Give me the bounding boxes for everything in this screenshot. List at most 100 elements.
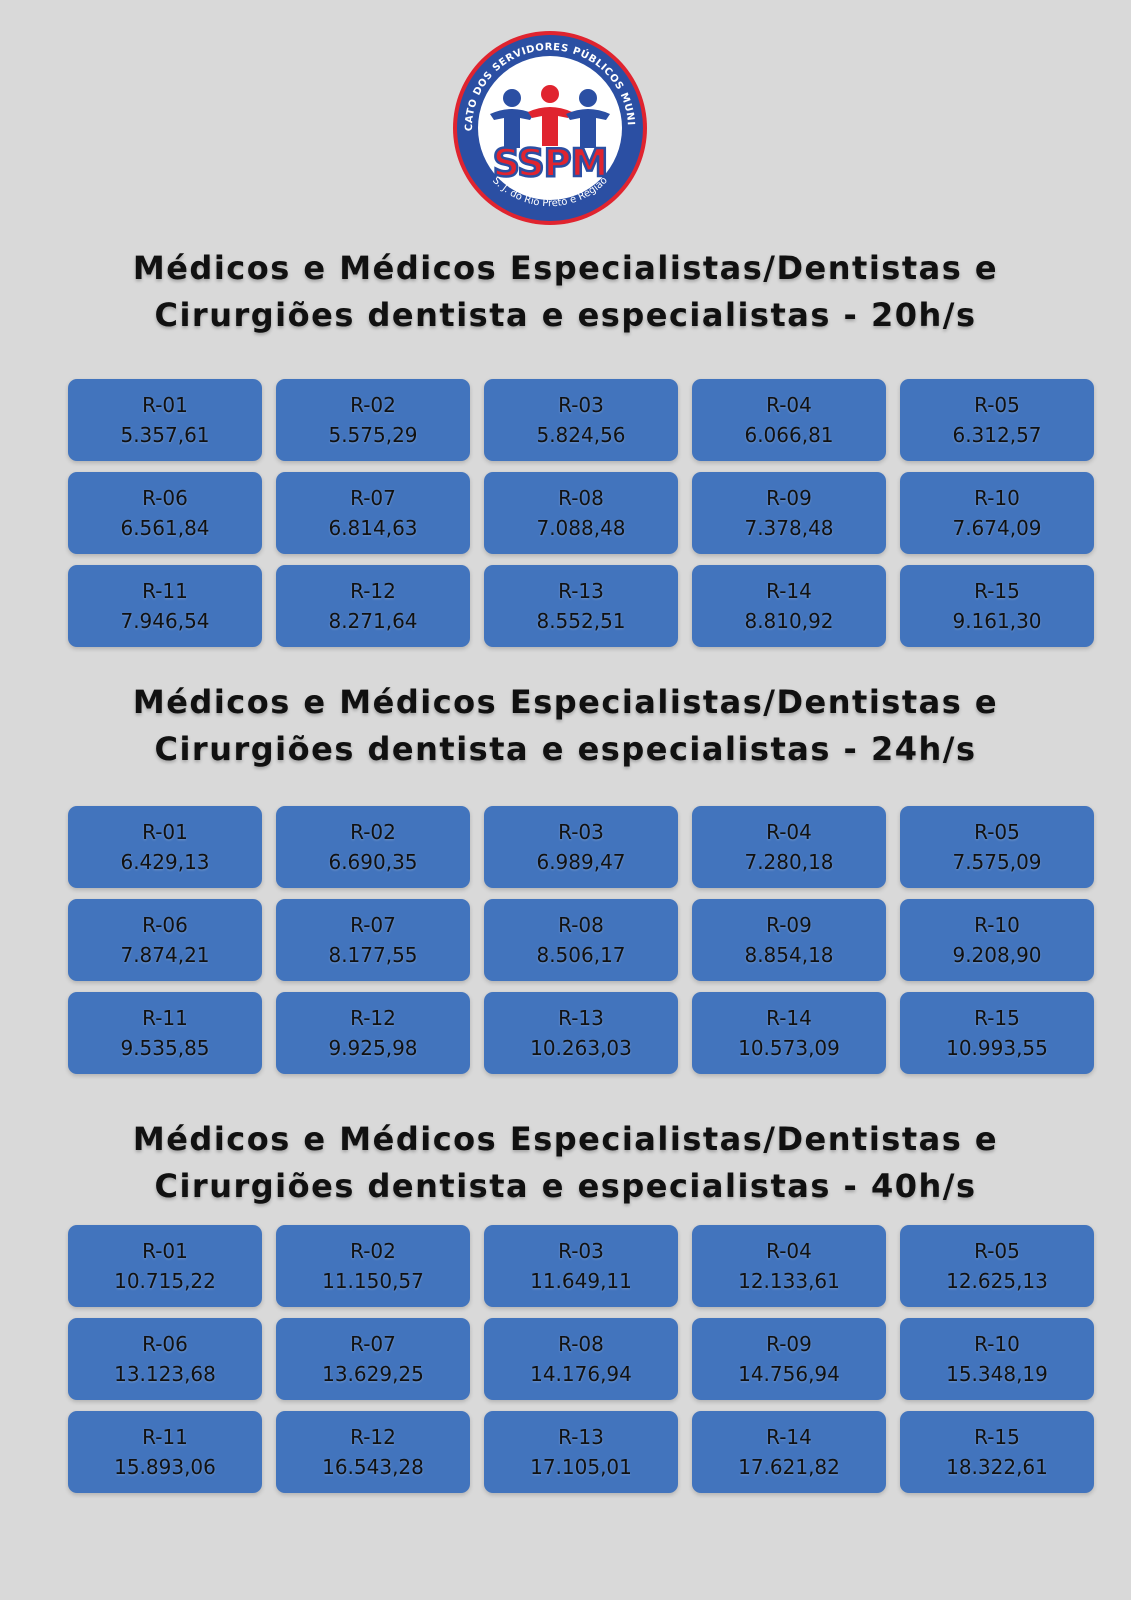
salary-cell: R-11 7.946,54 xyxy=(68,565,262,647)
salary-level-code: R-08 xyxy=(558,1332,604,1356)
salary-value: 12.133,61 xyxy=(738,1269,840,1293)
salary-level-code: R-11 xyxy=(142,579,188,603)
salary-cell: R-15 10.993,55 xyxy=(900,992,1094,1074)
salary-value: 7.674,09 xyxy=(952,516,1042,540)
salary-level-code: R-04 xyxy=(766,1239,812,1263)
salary-value: 14.176,94 xyxy=(530,1362,632,1386)
salary-value: 6.561,84 xyxy=(120,516,210,540)
salary-cell: R-03 11.649,11 xyxy=(484,1225,678,1307)
salary-value: 14.756,94 xyxy=(738,1362,840,1386)
salary-cell: R-12 8.271,64 xyxy=(276,565,470,647)
salary-value: 9.208,90 xyxy=(952,943,1042,967)
salary-level-code: R-09 xyxy=(766,913,812,937)
salary-cell: R-11 15.893,06 xyxy=(68,1411,262,1493)
salary-value: 5.824,56 xyxy=(536,423,626,447)
salary-level-code: R-01 xyxy=(142,1239,188,1263)
salary-level-code: R-12 xyxy=(350,579,396,603)
salary-value: 10.993,55 xyxy=(946,1036,1048,1060)
salary-value: 11.150,57 xyxy=(322,1269,424,1293)
salary-level-code: R-13 xyxy=(558,1006,604,1030)
sspm-logo: SINDICATO DOS SERVIDORES PÚBLICOS MUNICI… xyxy=(446,20,650,228)
salary-value: 10.715,22 xyxy=(114,1269,216,1293)
salary-cell: R-05 6.312,57 xyxy=(900,379,1094,461)
salary-value: 6.429,13 xyxy=(120,850,210,874)
salary-value: 9.161,30 xyxy=(952,609,1042,633)
salary-cell: R-04 12.133,61 xyxy=(692,1225,886,1307)
salary-level-code: R-07 xyxy=(350,486,396,510)
salary-value: 6.066,81 xyxy=(744,423,834,447)
salary-cell: R-02 5.575,29 xyxy=(276,379,470,461)
salary-value: 8.506,17 xyxy=(536,943,626,967)
section-title-line2: Cirurgiões dentista e especialistas - 40… xyxy=(154,1167,977,1205)
salary-level-code: R-13 xyxy=(558,1425,604,1449)
salary-value: 8.854,18 xyxy=(744,943,834,967)
salary-cell: R-01 6.429,13 xyxy=(68,806,262,888)
salary-cell: R-09 8.854,18 xyxy=(692,899,886,981)
salary-level-code: R-10 xyxy=(974,1332,1020,1356)
salary-level-code: R-03 xyxy=(558,820,604,844)
salary-value: 13.123,68 xyxy=(114,1362,216,1386)
salary-level-code: R-02 xyxy=(350,820,396,844)
salary-level-code: R-12 xyxy=(350,1425,396,1449)
section-title-line1: Médicos e Médicos Especialistas/Dentista… xyxy=(132,249,999,287)
logo-acronym: SSPM xyxy=(493,141,608,185)
sspm-logo-graphic: SINDICATO DOS SERVIDORES PÚBLICOS MUNICI… xyxy=(446,20,647,225)
salary-value: 8.552,51 xyxy=(536,609,626,633)
salary-level-code: R-14 xyxy=(766,579,812,603)
section-title-line2: Cirurgiões dentista e especialistas - 24… xyxy=(154,730,977,768)
salary-value: 7.378,48 xyxy=(744,516,834,540)
salary-level-code: R-04 xyxy=(766,393,812,417)
salary-value: 18.322,61 xyxy=(946,1455,1048,1479)
salary-cell: R-09 7.378,48 xyxy=(692,472,886,554)
salary-level-code: R-01 xyxy=(142,820,188,844)
salary-cell: R-13 8.552,51 xyxy=(484,565,678,647)
salary-level-code: R-14 xyxy=(766,1006,812,1030)
salary-grid-24h: R-01 6.429,13 R-02 6.690,35 R-03 6.989,47 R-04… xyxy=(68,806,1094,1074)
salary-level-code: R-04 xyxy=(766,820,812,844)
salary-value: 7.874,21 xyxy=(120,943,210,967)
salary-cell: R-02 11.150,57 xyxy=(276,1225,470,1307)
salary-level-code: R-07 xyxy=(350,913,396,937)
salary-cell: R-08 14.176,94 xyxy=(484,1318,678,1400)
salary-cell: R-01 10.715,22 xyxy=(68,1225,262,1307)
salary-value: 8.271,64 xyxy=(328,609,418,633)
salary-grid-40h: R-01 10.715,22 R-02 11.150,57 R-03 11.649,11 R… xyxy=(68,1225,1094,1493)
salary-cell: R-14 10.573,09 xyxy=(692,992,886,1074)
salary-level-code: R-06 xyxy=(142,486,188,510)
salary-value: 15.893,06 xyxy=(114,1455,216,1479)
salary-cell: R-08 8.506,17 xyxy=(484,899,678,981)
salary-cell: R-03 5.824,56 xyxy=(484,379,678,461)
salary-cell: R-02 6.690,35 xyxy=(276,806,470,888)
salary-level-code: R-06 xyxy=(142,913,188,937)
salary-value: 7.946,54 xyxy=(120,609,210,633)
salary-cell: R-15 9.161,30 xyxy=(900,565,1094,647)
section-title-24h: Médicos e Médicos Especialistas/Dentista… xyxy=(0,679,1131,773)
salary-value: 9.925,98 xyxy=(328,1036,418,1060)
salary-value: 17.621,82 xyxy=(738,1455,840,1479)
salary-level-code: R-13 xyxy=(558,579,604,603)
salary-value: 16.543,28 xyxy=(322,1455,424,1479)
salary-level-code: R-09 xyxy=(766,486,812,510)
salary-level-code: R-14 xyxy=(766,1425,812,1449)
salary-cell: R-15 18.322,61 xyxy=(900,1411,1094,1493)
salary-value: 17.105,01 xyxy=(530,1455,632,1479)
salary-value: 6.312,57 xyxy=(952,423,1042,447)
salary-level-code: R-12 xyxy=(350,1006,396,1030)
salary-value: 8.177,55 xyxy=(328,943,418,967)
salary-value: 10.263,03 xyxy=(530,1036,632,1060)
salary-level-code: R-05 xyxy=(974,820,1020,844)
salary-level-code: R-08 xyxy=(558,913,604,937)
salary-level-code: R-06 xyxy=(142,1332,188,1356)
salary-value: 7.088,48 xyxy=(536,516,626,540)
section-title-20h: Médicos e Médicos Especialistas/Dentista… xyxy=(0,245,1131,339)
salary-value: 10.573,09 xyxy=(738,1036,840,1060)
salary-level-code: R-05 xyxy=(974,393,1020,417)
salary-cell: R-10 9.208,90 xyxy=(900,899,1094,981)
salary-level-code: R-11 xyxy=(142,1425,188,1449)
salary-cell: R-12 16.543,28 xyxy=(276,1411,470,1493)
people-icon xyxy=(490,85,610,148)
salary-value: 8.810,92 xyxy=(744,609,834,633)
salary-cell: R-07 13.629,25 xyxy=(276,1318,470,1400)
salary-value: 9.535,85 xyxy=(120,1036,210,1060)
salary-cell: R-01 5.357,61 xyxy=(68,379,262,461)
